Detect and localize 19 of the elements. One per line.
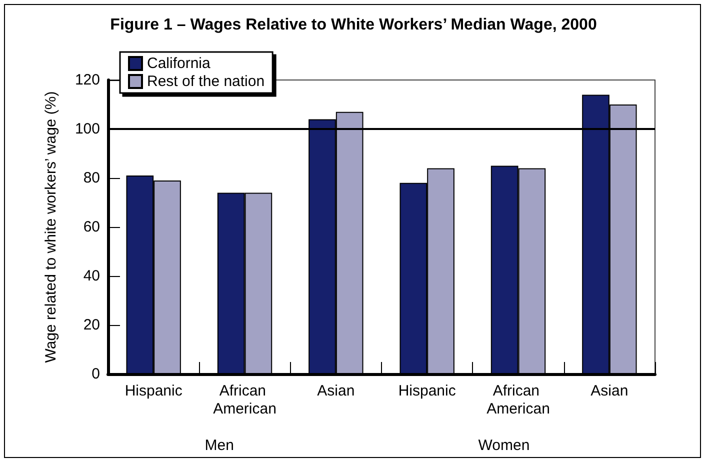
- chart-title: Figure 1 – Wages Relative to White Workers’ Median Wage, 2000: [110, 16, 597, 34]
- y-tick-label: 20: [83, 316, 100, 334]
- text: Women: [478, 437, 530, 454]
- x-tick-label: African American: [486, 382, 550, 418]
- x-tick-label: Asian: [317, 382, 355, 400]
- y-tick-label: 40: [83, 268, 100, 284]
- y-tick-label: 60: [83, 218, 100, 236]
- y-tick-label: 80: [83, 170, 100, 186]
- text: Men: [204, 437, 234, 454]
- legend-label: Rest of the nation: [147, 73, 265, 90]
- x-tick-label: Asian: [590, 382, 628, 400]
- y-tick-label: 120: [74, 72, 100, 88]
- x-tick-label: African American: [213, 382, 276, 418]
- x-tick-label: Hispanic: [124, 382, 183, 400]
- y-tick-label: 0: [92, 366, 100, 382]
- y-tick-label: 100: [74, 120, 100, 138]
- legend-label: California: [147, 55, 212, 72]
- y-axis-title: Wage related to white workers’ wage (%): [42, 91, 60, 363]
- x-tick-label: Hispanic: [398, 382, 456, 400]
